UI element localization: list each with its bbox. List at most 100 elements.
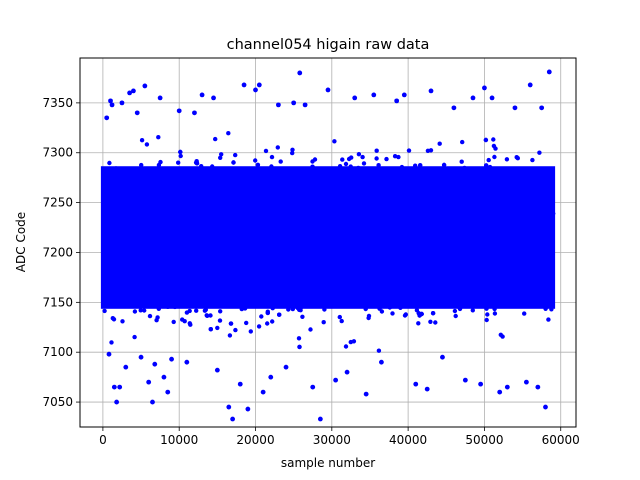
data-point [148,210,153,216]
data-point [437,141,442,146]
data-point [117,283,123,288]
data-point [137,259,142,264]
data-point [441,162,447,168]
data-point [519,213,524,218]
data-point [249,245,254,251]
data-point [160,266,165,271]
data-point [244,275,250,281]
data-point [366,212,371,217]
data-point [475,206,480,212]
data-point [333,177,339,183]
data-point [307,214,312,219]
data-point [392,250,397,255]
data-point [271,232,276,238]
data-point [428,229,434,235]
data-point [455,209,461,214]
data-point [230,416,236,422]
data-point [530,182,535,188]
data-point [183,294,188,299]
data-point [372,247,377,252]
data-point [457,187,462,193]
data-point [448,173,453,178]
data-point [256,82,262,88]
data-point [229,265,235,270]
data-point [177,282,182,288]
data-point [390,178,395,183]
data-point [200,199,205,204]
data-point [540,216,546,222]
data-point [362,201,367,207]
data-point [407,235,413,241]
data-point [274,227,279,232]
data-point [271,278,276,283]
data-point [420,214,426,220]
x-tick-label: 40000 [389,433,427,447]
data-point [361,212,367,217]
data-point [237,197,242,202]
data-point [324,202,329,207]
data-point [335,209,340,214]
data-point [490,300,495,306]
data-point [440,354,445,360]
data-point [228,259,233,264]
data-point [460,139,465,145]
data-point [239,306,244,312]
data-point [356,209,361,215]
data-point [344,369,350,375]
data-point [162,215,167,220]
data-point [477,193,482,198]
data-point [435,275,440,280]
data-point [236,224,241,229]
data-point [294,260,299,265]
data-point [119,198,124,204]
data-point [474,228,480,234]
data-point [236,205,241,210]
data-point [148,225,153,230]
data-point [335,274,340,280]
data-point [517,225,522,230]
data-point [354,235,360,240]
data-point [269,255,274,260]
data-point [506,268,511,273]
data-point [382,274,387,279]
data-point [210,176,215,181]
data-point [193,184,199,189]
data-point [178,149,183,155]
data-point [398,225,404,231]
data-point [304,200,309,205]
data-point [124,237,129,242]
data-point [472,241,477,246]
data-point [138,171,143,176]
data-point [459,278,464,283]
data-point [427,235,432,240]
data-point [201,191,206,196]
data-point [473,237,478,242]
data-point [402,313,408,318]
data-point [338,180,343,186]
data-point [282,230,288,236]
data-point [355,175,360,180]
data-point [492,154,497,160]
data-point [346,156,352,162]
data-point [531,258,536,263]
data-point [491,194,497,199]
data-point [213,271,219,276]
data-point [110,247,115,252]
data-point [459,235,464,241]
data-point [126,287,131,292]
data-point [479,278,485,283]
data-point [292,265,297,270]
data-point [233,267,239,272]
data-point [118,298,124,303]
data-point [375,270,380,276]
data-point [363,391,369,397]
data-point [119,229,125,234]
data-point [481,293,486,298]
data-point [399,268,404,273]
data-point [489,292,494,297]
data-point [182,171,187,177]
data-point [210,223,216,228]
data-point [490,249,495,254]
data-point [544,260,549,265]
data-point [387,222,392,227]
